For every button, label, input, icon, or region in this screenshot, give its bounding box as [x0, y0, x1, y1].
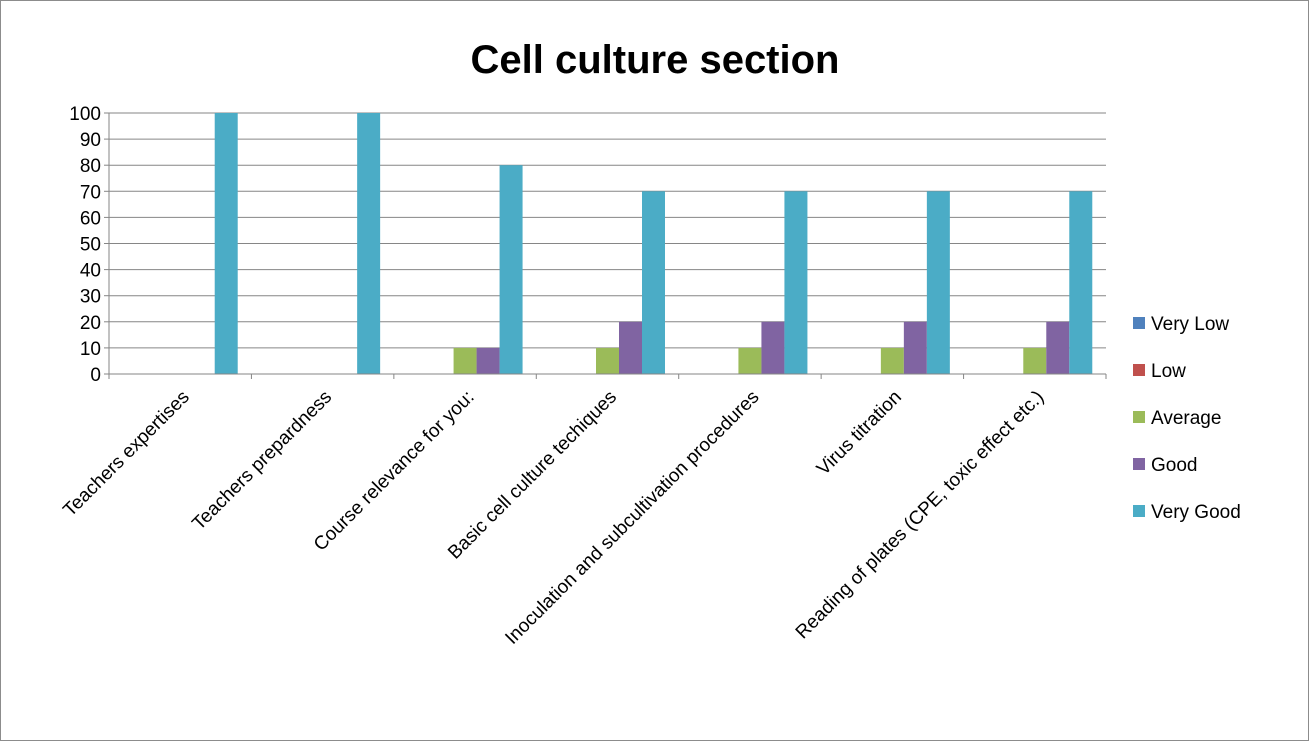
legend-swatch: [1133, 411, 1145, 423]
x-tick-label: Virus titration: [813, 387, 906, 480]
y-tick-label: 40: [80, 261, 101, 282]
legend-swatch: [1133, 458, 1145, 470]
x-tick-label: Basic cell culture techiques: [444, 387, 621, 564]
bar-good: [1046, 321, 1070, 374]
x-tick-label: Course relevance for you:: [310, 387, 479, 556]
bar-very-good: [499, 165, 523, 374]
legend-label: Average: [1151, 408, 1221, 429]
y-tick-label: 60: [80, 208, 101, 229]
y-tick-label: 0: [90, 365, 101, 386]
legend-label: Good: [1151, 455, 1197, 476]
bar-average: [596, 347, 619, 374]
y-tick-label: 50: [80, 235, 101, 256]
x-tick-label: Reading of plates (CPE, toxic effect etc…: [792, 387, 1049, 644]
bar-very-good: [357, 113, 381, 374]
y-tick-label: 70: [80, 182, 101, 203]
bar-average: [738, 347, 762, 374]
chart-title: Cell culture section: [471, 38, 840, 82]
y-tick-label: 80: [80, 156, 101, 177]
bar-good: [761, 321, 785, 374]
bar-good: [903, 321, 927, 374]
bar-average: [880, 347, 904, 374]
x-tick-label: Teachers prepardness: [188, 387, 336, 535]
y-tick-label: 10: [80, 339, 101, 360]
bar-very-good: [1069, 191, 1093, 374]
legend-label: Low: [1151, 361, 1186, 382]
bar-good: [476, 347, 500, 374]
y-tick-label: 20: [80, 313, 101, 334]
bar-very-good: [926, 191, 950, 374]
y-tick-label: 90: [80, 130, 101, 151]
legend-label: Very Good: [1151, 502, 1241, 523]
y-axis-ticks: 0 10 20 30 40 50 60 70 80 90 100: [69, 104, 109, 386]
gridlines: [109, 112, 1106, 349]
x-tick-label: Teachers expertises: [59, 387, 193, 521]
axes: [108, 113, 1107, 379]
bar-very-good: [784, 191, 808, 374]
bars: [214, 113, 1093, 374]
bar-very-good: [214, 113, 238, 374]
legend-swatch: [1133, 364, 1145, 376]
legend-swatch: [1133, 505, 1145, 517]
bar-very-good: [642, 191, 665, 374]
bar-average: [1023, 347, 1047, 374]
x-tick-label: Inoculation and subcultivation procedure…: [501, 387, 763, 649]
bar-good: [619, 321, 642, 374]
legend-swatch: [1133, 317, 1145, 329]
y-tick-label: 30: [80, 287, 101, 308]
legend-label: Very Low: [1151, 314, 1229, 335]
bar-average: [453, 347, 477, 374]
y-tick-label: 100: [69, 104, 101, 125]
legend: Very Low Low Average Good Very Good: [1133, 314, 1241, 523]
